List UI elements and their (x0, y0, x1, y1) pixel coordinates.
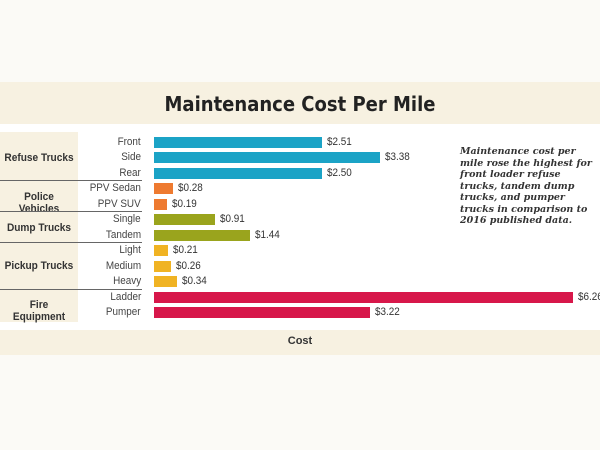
bar (154, 229, 251, 241)
category-label: Medium (105, 259, 141, 272)
data-label: $0.28 (177, 182, 203, 195)
data-label: $0.21 (173, 244, 198, 257)
title-band (0, 82, 600, 124)
group-label: Pickup Trucks (4, 260, 74, 273)
category-label: Side (121, 151, 141, 164)
bar (154, 137, 323, 148)
group-separator (0, 288, 142, 290)
data-label: $0.91 (219, 213, 245, 226)
bar (154, 260, 172, 272)
data-label: $6.26 (578, 290, 600, 303)
bar (154, 198, 167, 210)
data-label: $2.51 (327, 136, 352, 148)
data-label: $2.50 (326, 166, 352, 179)
group-column (0, 132, 78, 322)
category-label: Single (113, 213, 141, 226)
group-label: Fire Equipment (12, 298, 66, 323)
category-label: Tandem (105, 228, 141, 241)
data-label: $0.26 (176, 259, 202, 272)
bar (154, 245, 169, 257)
data-label: $0.19 (171, 197, 197, 210)
category-label: Light (119, 244, 141, 257)
bar (154, 183, 173, 195)
group-separator (0, 211, 142, 213)
category-label: Pumper (106, 305, 141, 318)
group-separator (0, 242, 142, 244)
group-separator (0, 180, 142, 182)
annotation: Maintenance cost per mile rose the highe… (460, 146, 592, 226)
category-label: Front (117, 136, 141, 148)
data-label: $1.44 (255, 228, 281, 241)
data-label: $3.38 (385, 151, 411, 164)
category-label: Ladder (110, 290, 141, 303)
category-label: Heavy (112, 275, 141, 288)
data-label: $0.34 (181, 275, 207, 288)
bar (154, 167, 322, 179)
category-label: PPV SUV (98, 197, 141, 210)
bar (154, 276, 177, 288)
bar (154, 152, 381, 164)
category-label: PPV Sedan (89, 182, 141, 195)
axis-band (0, 330, 600, 355)
x-axis-label: Cost (287, 335, 313, 347)
data-label: $3.22 (374, 305, 400, 318)
bar (154, 214, 215, 226)
bar (154, 306, 370, 318)
bar (154, 291, 574, 303)
group-label: Dump Trucks (6, 221, 72, 234)
category-label: Rear (119, 166, 141, 179)
group-label: Refuse Trucks (4, 152, 74, 165)
chart-title: Maintenance Cost Per Mile (164, 92, 436, 116)
